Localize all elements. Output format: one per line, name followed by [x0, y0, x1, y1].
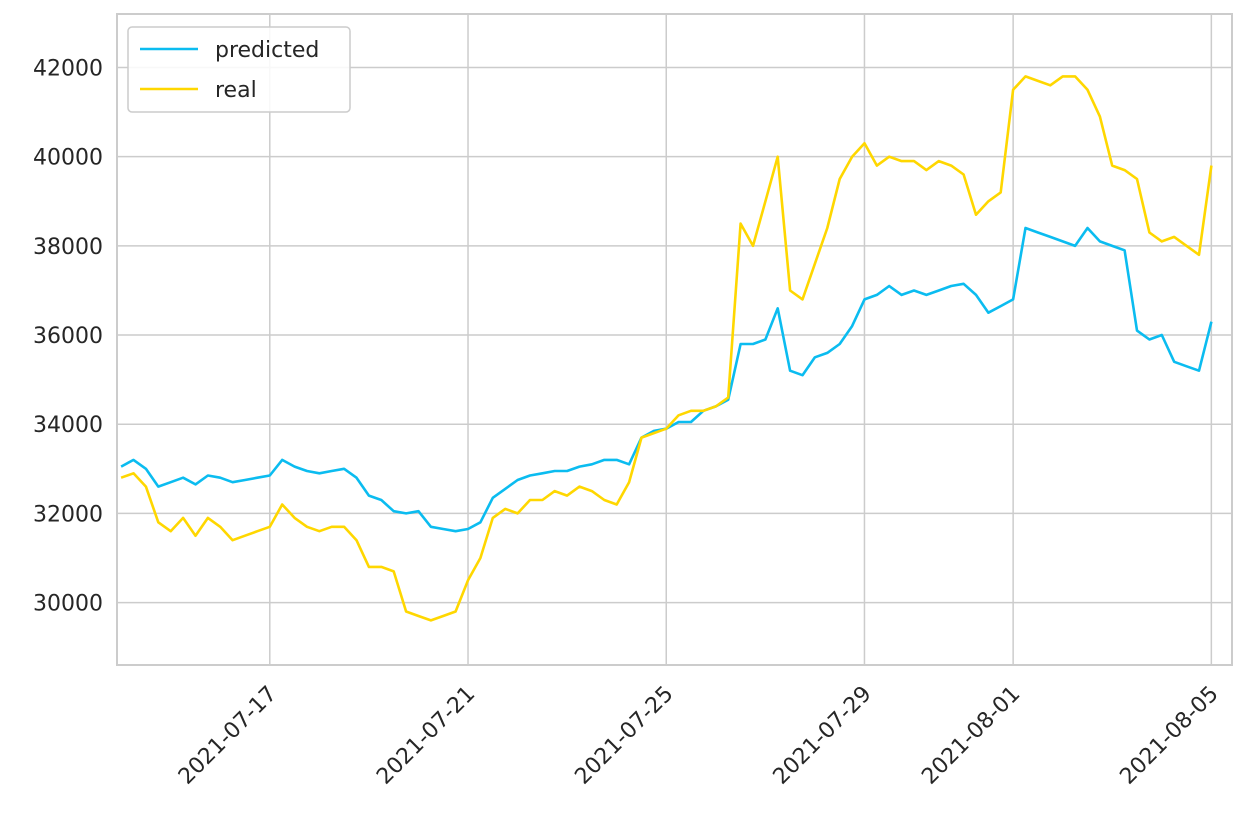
x-tick-label: 2021-07-25 — [570, 682, 678, 790]
x-tick-label: 2021-08-01 — [917, 682, 1025, 790]
series-line-real — [120, 75, 1213, 622]
plot-area — [116, 13, 1233, 666]
series-layer — [120, 75, 1213, 622]
x-tick-label: 2021-07-29 — [769, 682, 877, 790]
legend-label-real: real — [215, 78, 257, 103]
y-tick-label: 38000 — [33, 235, 103, 260]
y-tick-label: 36000 — [33, 324, 103, 349]
y-tick-label: 30000 — [33, 592, 103, 617]
x-tick-label: 2021-08-05 — [1116, 682, 1224, 790]
y-tick-label: 42000 — [33, 57, 103, 82]
legend-label-predicted: predicted — [215, 38, 319, 63]
y-tick-label: 40000 — [33, 146, 103, 171]
y-tick-label: 32000 — [33, 502, 103, 527]
grid-lines — [117, 14, 1232, 665]
x-tick-label: 2021-07-17 — [174, 682, 282, 790]
x-tick-label: 2021-07-21 — [372, 682, 480, 790]
x-tick-labels: 2021-07-17 2021-07-21 2021-07-25 2021-07-29… — [174, 682, 1224, 790]
y-tick-labels: 30000 32000 34000 36000 38000 40000 42000 — [33, 57, 103, 617]
legend: predicted real — [127, 26, 351, 113]
y-tick-label: 34000 — [33, 413, 103, 438]
